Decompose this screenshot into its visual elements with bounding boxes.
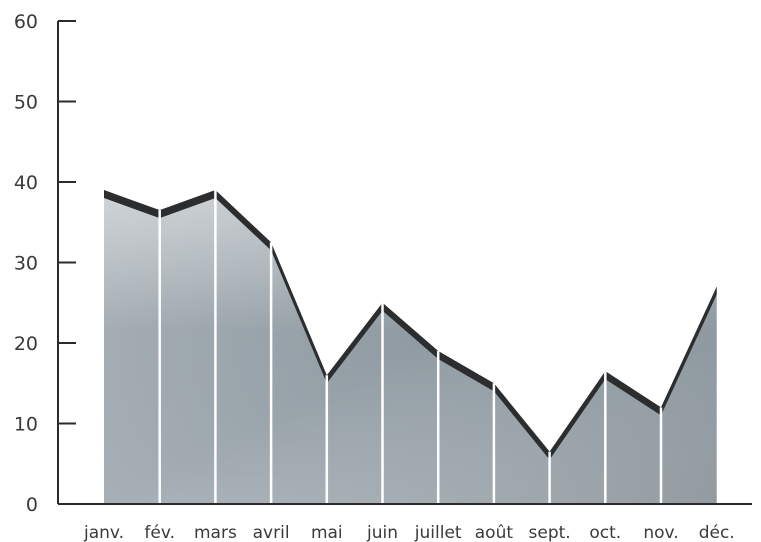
x-labels: janv. fév. mars avril mai juin juillet août sept… — [83, 523, 735, 542]
top-band-segment — [382, 302, 439, 360]
x-tick-label: août — [475, 523, 514, 542]
top-band-segment — [271, 242, 327, 384]
x-tick-label: mars — [194, 523, 237, 542]
x-tick-label: nov. — [643, 523, 678, 542]
top-band-segment — [215, 190, 272, 251]
x-tick-label: sept. — [529, 523, 571, 542]
y-tick-label: 0 — [26, 494, 38, 516]
top-band-segment — [661, 286, 717, 416]
y-tick-label: 30 — [14, 253, 38, 275]
y-tick-label: 50 — [14, 92, 38, 114]
top-band-segment — [159, 190, 216, 219]
x-tick-label: déc. — [699, 523, 735, 542]
y-tick-label: 60 — [14, 11, 38, 33]
x-tick-label: mai — [311, 523, 343, 542]
top-band-segment — [326, 302, 383, 384]
area-shading — [104, 190, 717, 505]
top-band-segment — [549, 371, 606, 460]
y-tick-label: 20 — [14, 333, 38, 355]
x-tick-label: juillet — [414, 523, 462, 542]
x-tick-label: janv. — [83, 523, 124, 542]
separator-group — [158, 190, 663, 504]
top-band-segment — [605, 371, 661, 416]
top-band-group — [104, 190, 717, 460]
y-ticks: 0 10 20 30 40 50 60 — [14, 11, 76, 516]
x-tick-label: juin — [366, 523, 398, 542]
x-tick-label: oct. — [589, 523, 621, 542]
area-group — [104, 190, 717, 505]
top-band-segment — [104, 190, 160, 219]
top-band-segment — [438, 351, 494, 392]
y-tick-label: 40 — [14, 172, 38, 194]
top-band-segment — [493, 383, 550, 460]
x-tick-label: avril — [253, 523, 290, 542]
y-tick-label: 10 — [14, 414, 38, 436]
x-tick-label: fév. — [144, 523, 175, 542]
